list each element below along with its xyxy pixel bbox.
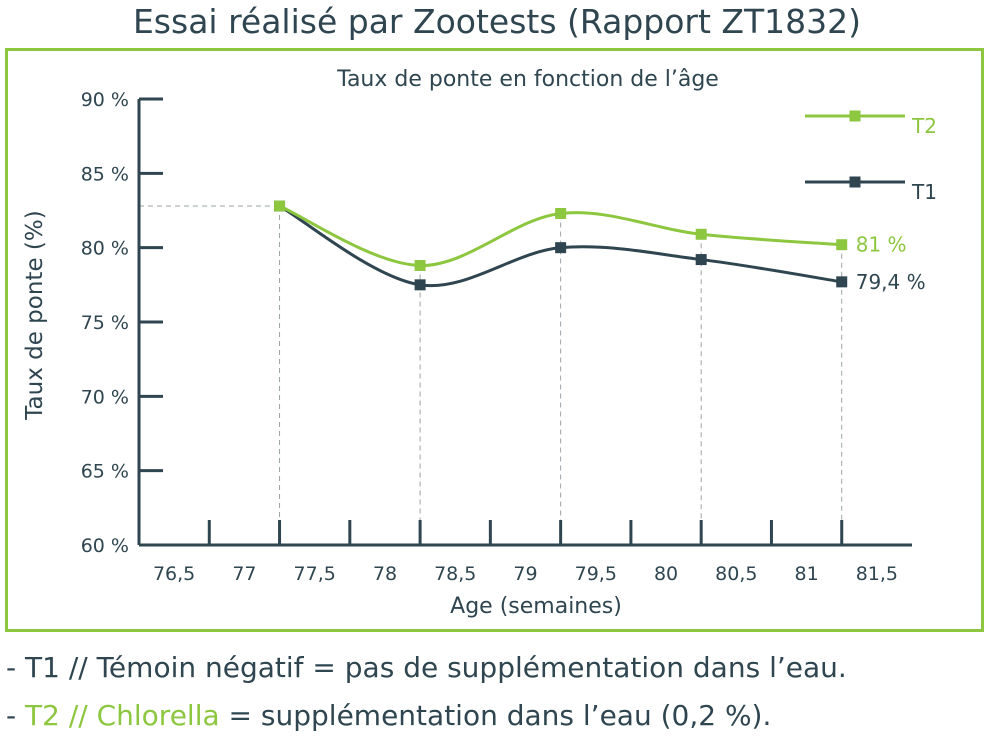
y-tick-label: 90 %: [81, 89, 129, 111]
x-tick-label: 80,5: [715, 563, 757, 585]
y-tick-label: 75 %: [81, 312, 129, 334]
note-t2: - T2 // Chlorella = supplémentation dans…: [6, 699, 771, 732]
data-point-t1: [555, 242, 567, 254]
x-tick-label: 76,5: [153, 563, 195, 585]
legend-label-t1: T1: [911, 180, 937, 204]
y-tick-label: 65 %: [81, 461, 129, 483]
x-tick-label: 81,5: [856, 563, 898, 585]
note-t2-prefix: -: [6, 699, 26, 732]
note-t2-rest: = supplémentation dans l’eau (0,2 %).: [219, 699, 772, 732]
data-point-t2: [414, 260, 426, 272]
chart-title: Taux de ponte en fonction de l’âge: [336, 67, 719, 92]
x-axis-label: Age (semaines): [450, 594, 622, 619]
note-t2-highlight: T2 // Chlorella: [25, 699, 220, 732]
x-tick-label: 79,5: [575, 563, 617, 585]
x-tick-label: 78,5: [434, 563, 476, 585]
x-tick-label: 80: [654, 563, 678, 585]
end-label-t1: 79,4 %: [856, 270, 926, 294]
page-title: Essai réalisé par Zootests (Rapport ZT18…: [132, 2, 862, 41]
legend-marker-t1: [849, 176, 861, 188]
chart-frame: [5, 48, 984, 632]
y-tick-label: 70 %: [81, 386, 129, 408]
end-label-t2: 81 %: [856, 233, 907, 257]
y-tick-label: 85 %: [81, 163, 129, 185]
x-tick-label: 78: [373, 563, 397, 585]
x-tick-label: 77: [232, 563, 256, 585]
y-axis-label: Taux de ponte (%): [22, 210, 48, 420]
data-point-t1: [414, 279, 426, 291]
data-point-t2: [274, 200, 286, 212]
note-t1: - T1 // Témoin négatif = pas de suppléme…: [6, 651, 847, 684]
x-tick-label: 81: [794, 563, 818, 585]
y-tick-label: 60 %: [81, 535, 129, 557]
data-point-t1: [695, 254, 707, 266]
legend-marker-t2: [849, 110, 861, 122]
data-point-t2: [695, 228, 707, 240]
data-point-t1: [836, 276, 848, 288]
y-tick-label: 80 %: [81, 238, 129, 260]
data-point-t2: [836, 239, 848, 251]
x-tick-label: 79: [513, 563, 537, 585]
legend-label-t2: T2: [911, 114, 937, 138]
data-point-t2: [555, 207, 567, 219]
x-tick-label: 77,5: [294, 563, 336, 585]
